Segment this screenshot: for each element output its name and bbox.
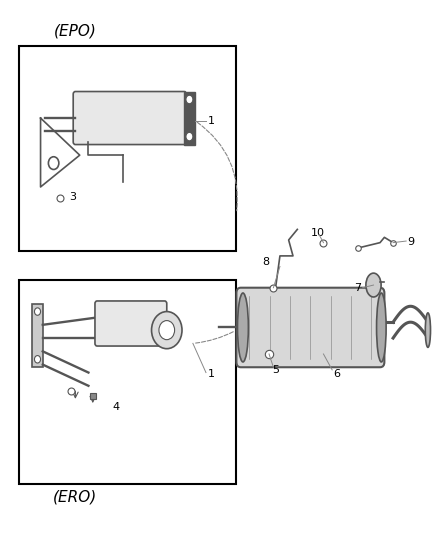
Circle shape (159, 320, 175, 340)
Text: 10: 10 (311, 228, 325, 238)
Text: 1: 1 (208, 116, 215, 126)
Text: 1: 1 (208, 369, 215, 378)
Ellipse shape (237, 293, 248, 362)
Ellipse shape (366, 273, 381, 297)
Circle shape (186, 95, 193, 104)
FancyBboxPatch shape (237, 288, 385, 367)
Text: 3: 3 (69, 191, 76, 201)
Circle shape (186, 132, 193, 141)
Ellipse shape (377, 293, 386, 362)
Circle shape (48, 157, 59, 169)
Text: 5: 5 (272, 365, 279, 375)
Text: (EPO): (EPO) (54, 23, 97, 38)
Circle shape (35, 308, 41, 316)
Text: (ERO): (ERO) (53, 490, 98, 505)
Text: 6: 6 (333, 369, 340, 378)
Bar (19, 46, 237, 251)
Bar (19, 280, 237, 484)
Circle shape (152, 312, 182, 349)
Bar (32, 304, 43, 367)
FancyBboxPatch shape (73, 92, 186, 144)
Bar (184, 92, 195, 144)
FancyBboxPatch shape (95, 301, 167, 346)
Text: 7: 7 (354, 282, 361, 293)
Text: 4: 4 (113, 402, 120, 412)
Text: 8: 8 (262, 257, 270, 267)
Circle shape (35, 356, 41, 363)
Ellipse shape (425, 313, 431, 348)
Text: 9: 9 (407, 237, 414, 247)
